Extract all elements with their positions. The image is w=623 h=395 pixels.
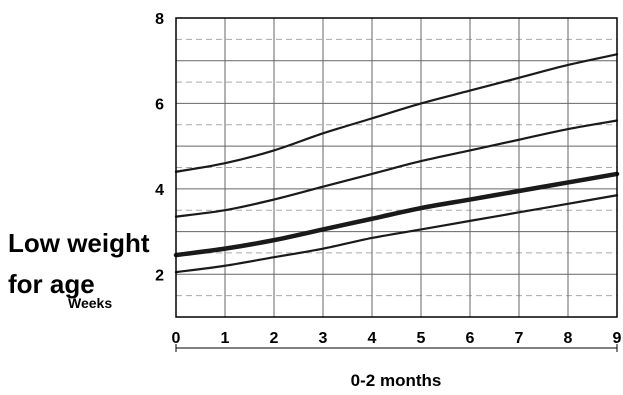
x-unit-label: Weeks: [68, 295, 112, 311]
series-line-2: [174, 119, 619, 218]
x-tick-label: 8: [564, 330, 573, 347]
series-line-4: [174, 194, 619, 274]
x-tick-label: 1: [221, 330, 230, 347]
x-tick-label: 0: [172, 330, 181, 347]
y-tick-label: 2: [155, 267, 164, 284]
series-line-1: [174, 53, 619, 173]
axes: 2 4 6 8 0 1 2 3 4 5 6 7 8 9: [155, 11, 622, 352]
y-tick-label: 4: [155, 182, 164, 199]
annotation-line-2: for age: [8, 269, 95, 299]
x-tick-label: 6: [466, 330, 475, 347]
x-tick-label: 3: [319, 330, 328, 347]
x-axis-title: 0-2 months: [351, 371, 442, 390]
x-tick-label: 7: [515, 330, 524, 347]
x-tick-label: 9: [613, 330, 622, 347]
x-tick-label: 5: [417, 330, 426, 347]
plot-frame: [175, 17, 618, 318]
series-lines: [173, 53, 620, 274]
y-tick-label: 6: [155, 96, 164, 113]
y-tick-label: 8: [155, 11, 164, 28]
x-tick-label: 2: [270, 330, 279, 347]
x-tick-label: 4: [368, 330, 377, 347]
annotation-line-1: Low weight: [8, 228, 150, 258]
series-line-3: [173, 171, 620, 258]
